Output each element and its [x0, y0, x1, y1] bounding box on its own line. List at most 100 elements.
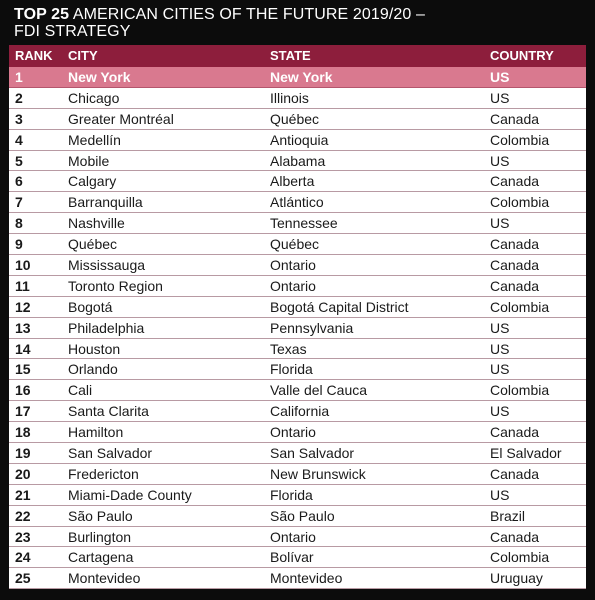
header-state: STATE	[270, 48, 311, 63]
country-cell: Colombia	[490, 382, 550, 399]
country-cell: US	[490, 69, 510, 85]
country-cell: US	[490, 486, 510, 503]
city-cell: Burlington	[68, 528, 132, 545]
country-cell: Colombia	[490, 194, 550, 211]
country-cell: US	[490, 215, 510, 232]
city-cell: Cali	[68, 382, 93, 399]
state-cell: Valle del Cauca	[270, 382, 368, 399]
state-cell: Texas	[270, 340, 307, 357]
rank-cell: 9	[15, 236, 23, 253]
state-cell: California	[270, 403, 330, 420]
country-cell: Canada	[490, 257, 540, 274]
title-emphasis: TOP 25	[14, 6, 70, 23]
city-cell: Fredericton	[68, 465, 139, 482]
table-row: 13 Philadelphia Pennsylvania US	[9, 318, 586, 339]
country-cell: US	[490, 319, 510, 336]
rank-cell: 24	[15, 549, 31, 566]
table-row: 24 Cartagena Bolívar Colombia	[9, 547, 586, 569]
state-cell: Ontario	[270, 257, 316, 274]
rank-cell: 20	[15, 465, 31, 482]
rank-cell: 4	[15, 131, 23, 148]
rank-cell: 19	[15, 445, 31, 462]
state-cell: Bogotá Capital District	[270, 298, 409, 315]
rank-cell: 1	[15, 69, 23, 85]
city-cell: Québec	[68, 236, 118, 253]
state-cell: Ontario	[270, 424, 316, 441]
country-cell: Canada	[490, 528, 540, 545]
table-row: 2 Chicago Illinois US	[9, 88, 586, 109]
rank-cell: 21	[15, 486, 31, 503]
city-cell: San Salvador	[68, 445, 153, 462]
country-cell: US	[490, 403, 510, 420]
title-main: AMERICAN CITIES OF THE FUTURE 2019/20 –	[69, 6, 425, 23]
city-cell: Mobile	[68, 152, 110, 169]
country-cell: Canada	[490, 277, 540, 294]
state-cell: Québec	[270, 236, 320, 253]
state-cell: Québec	[270, 110, 320, 127]
state-cell: Florida	[270, 361, 313, 378]
table-row: 22 São Paulo São Paulo Brazil	[9, 506, 586, 527]
state-cell: Pennsylvania	[270, 319, 354, 336]
rank-cell: 22	[15, 507, 31, 524]
table-header-row: RANK CITY STATE COUNTRY	[9, 45, 586, 67]
table-row: 25 Montevideo Montevideo Uruguay	[9, 568, 586, 590]
table-row: 8 Nashville Tennessee US	[9, 213, 586, 235]
country-cell: Colombia	[490, 131, 550, 148]
table-row: 4 Medellín Antioquia Colombia	[9, 130, 586, 151]
rank-cell: 7	[15, 194, 23, 211]
rank-cell: 17	[15, 403, 31, 420]
country-cell: Canada	[490, 465, 540, 482]
city-cell: Philadelphia	[68, 319, 145, 336]
state-cell: Antioquia	[270, 131, 329, 148]
country-cell: Canada	[490, 173, 540, 190]
state-cell: Tennessee	[270, 215, 338, 232]
state-cell: Alabama	[270, 152, 326, 169]
state-cell: Ontario	[270, 528, 316, 545]
rank-cell: 12	[15, 298, 31, 315]
table-row: 18 Hamilton Ontario Canada	[9, 422, 586, 444]
table-row: 20 Fredericton New Brunswick Canada	[9, 464, 586, 485]
country-cell: El Salvador	[490, 445, 562, 462]
table-row: 21 Miami-Dade County Florida US	[9, 485, 586, 506]
country-cell: Uruguay	[490, 570, 543, 587]
rank-cell: 15	[15, 361, 31, 378]
rank-cell: 23	[15, 528, 31, 545]
city-cell: Houston	[68, 340, 121, 357]
table-row: 23 Burlington Ontario Canada	[9, 527, 586, 548]
rank-cell: 16	[15, 382, 31, 399]
rankings-table: RANK CITY STATE COUNTRY 1 New York New Yor…	[9, 45, 586, 590]
rank-cell: 3	[15, 110, 23, 127]
city-cell: Nashville	[68, 215, 125, 232]
table-row: 10 Mississauga Ontario Canada	[9, 255, 586, 276]
country-cell: Canada	[490, 236, 540, 253]
country-cell: Canada	[490, 110, 540, 127]
state-cell: New Brunswick	[270, 465, 366, 482]
rank-cell: 13	[15, 319, 31, 336]
rank-cell: 10	[15, 257, 31, 274]
country-cell: US	[490, 152, 510, 169]
city-cell: Santa Clarita	[68, 403, 149, 420]
city-cell: São Paulo	[68, 507, 133, 524]
city-cell: Bogotá	[68, 298, 113, 315]
table-row: 3 Greater Montréal Québec Canada	[9, 109, 586, 130]
city-cell: New York	[68, 69, 131, 85]
city-cell: Calgary	[68, 173, 117, 190]
country-cell: US	[490, 340, 510, 357]
city-cell: Toronto Region	[68, 277, 163, 294]
state-cell: Florida	[270, 486, 313, 503]
city-cell: Hamilton	[68, 424, 124, 441]
city-cell: Orlando	[68, 361, 118, 378]
table-row: 6 Calgary Alberta Canada	[9, 171, 586, 193]
table-row: 15 Orlando Florida US	[9, 359, 586, 381]
table-row: 11 Toronto Region Ontario Canada	[9, 276, 586, 297]
rank-cell: 25	[15, 570, 31, 587]
state-cell: New York	[270, 69, 333, 85]
state-cell: Atlántico	[270, 194, 324, 211]
table-body: 1 New York New York US 2 Chicago Illinois US 3 Gr…	[9, 67, 586, 590]
table-row: 19 San Salvador San Salvador El Salvador	[9, 443, 586, 464]
header-rank: RANK	[15, 48, 53, 63]
state-cell: Montevideo	[270, 570, 343, 587]
table-row: 5 Mobile Alabama US	[9, 151, 586, 172]
table-row: 9 Québec Québec Canada	[9, 234, 586, 256]
country-cell: US	[490, 361, 510, 378]
